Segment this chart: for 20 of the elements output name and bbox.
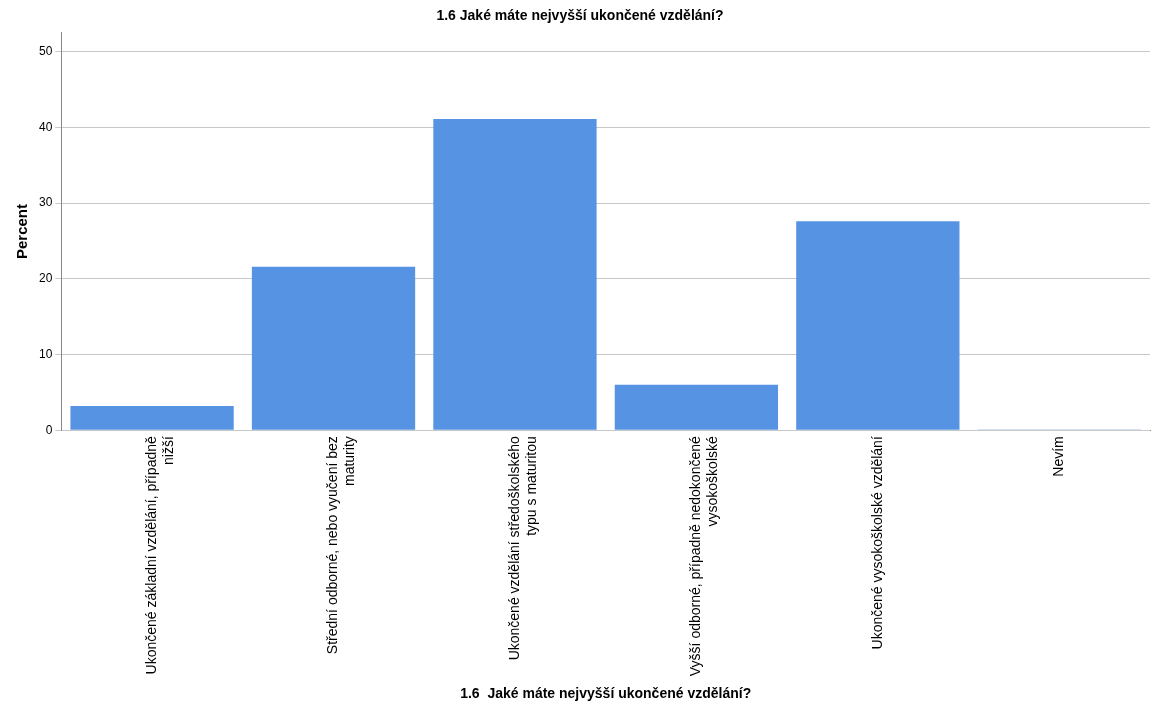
y-tick-label: 20	[38, 271, 53, 286]
x-tick-label: Ukončené vysokoškolské vzdělání	[868, 436, 885, 650]
bar	[433, 119, 597, 430]
x-tick-label: Střední odborné, nebo vyučení bez maturity	[324, 436, 358, 655]
y-axis-title: Percent	[13, 203, 31, 260]
chart-title: 1.6 Jaké máte nejvyšší ukončené vzdělání?	[436, 7, 724, 24]
x-tick-label: Ukončené základní vzdělání, případně nižší	[142, 436, 176, 675]
bar	[70, 405, 234, 430]
y-tick-label: 10	[38, 346, 53, 361]
bar	[251, 266, 416, 430]
x-tick-label: Nevím	[1050, 436, 1067, 477]
x-tick-label: Ukončené vzdělání středoškolského typu s maturitou	[505, 436, 539, 661]
y-tick-label: 30	[38, 195, 53, 210]
y-tick-label: 40	[38, 119, 53, 134]
x-axis-title: 1.6 Jaké máte nejvyšší ukončené vzdělání?	[460, 685, 752, 702]
bar	[614, 384, 779, 430]
y-tick-label: 0	[45, 422, 53, 437]
bar	[796, 221, 960, 430]
x-tick-label: Vyšší odborné, případně nedokončené vysokoškolské	[687, 436, 721, 677]
y-tick-label: 50	[38, 44, 53, 59]
